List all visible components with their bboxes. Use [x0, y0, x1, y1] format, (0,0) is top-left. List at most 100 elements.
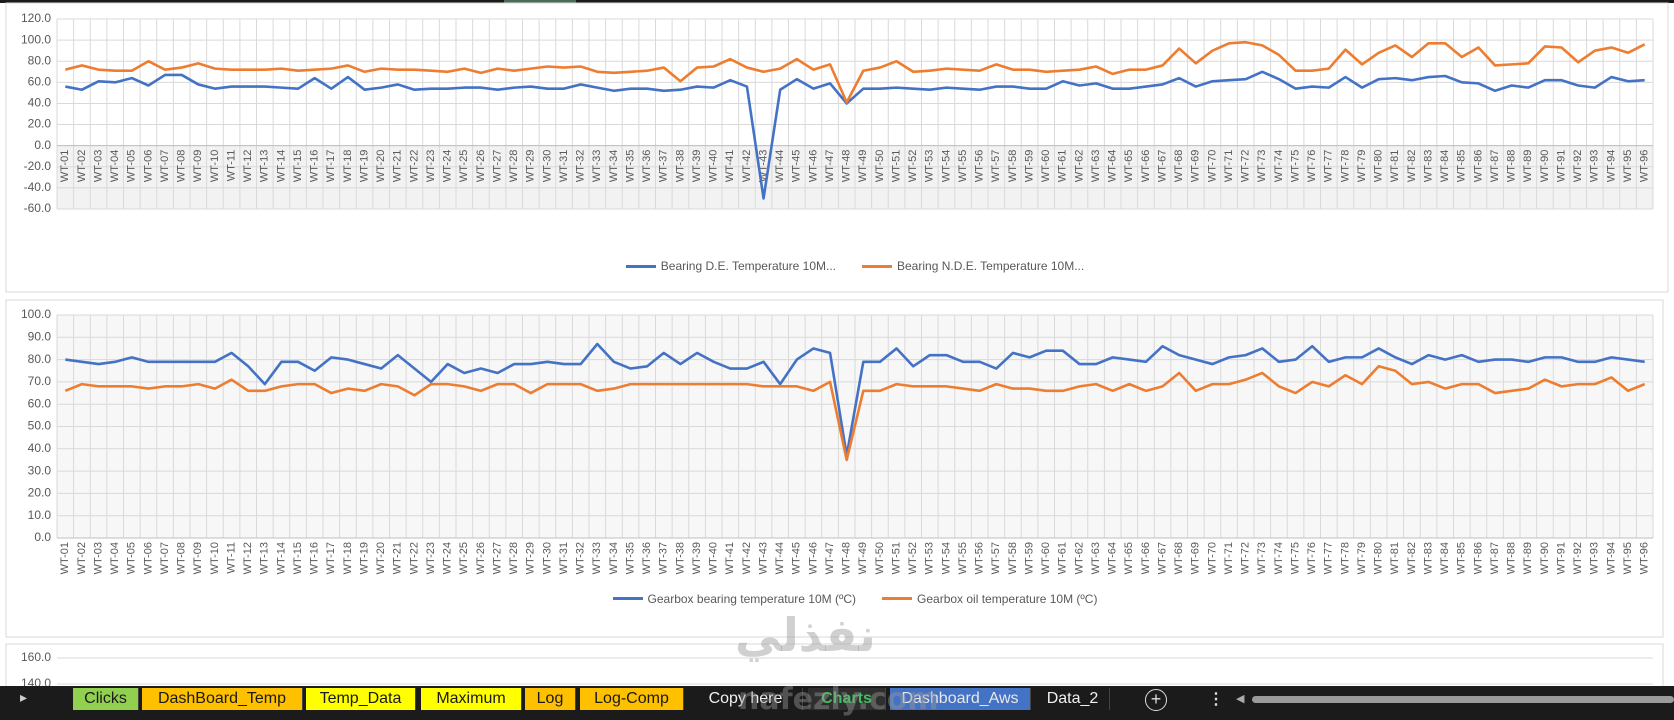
- x-tick-label: WT-05: [126, 150, 138, 182]
- x-tick-label: WT-39: [691, 150, 703, 182]
- x-tick-label: WT-21: [392, 542, 404, 574]
- horizontal-scrollbar[interactable]: [1252, 696, 1674, 703]
- x-tick-label: WT-86: [1472, 542, 1484, 574]
- sheet-tab[interactable]: Clicks: [73, 688, 139, 710]
- x-tick-label: WT-07: [159, 150, 171, 182]
- x-tick-label: WT-85: [1456, 150, 1468, 182]
- x-tick-label: WT-01: [59, 150, 71, 182]
- more-options[interactable]: ⋮: [1208, 691, 1224, 708]
- x-tick-label: WT-77: [1323, 150, 1335, 182]
- x-tick-label: WT-70: [1206, 150, 1218, 182]
- legend-swatch: [625, 265, 656, 268]
- sheet-tab[interactable]: Charts: [808, 688, 886, 710]
- y-tick-label: 40.0: [28, 96, 52, 110]
- x-tick-label: WT-30: [541, 542, 553, 574]
- x-tick-label: WT-45: [791, 542, 803, 574]
- x-tick-label: WT-40: [708, 542, 720, 574]
- x-tick-label: WT-24: [442, 150, 454, 182]
- y-tick-label: -60.0: [24, 201, 52, 215]
- x-tick-label: WT-28: [508, 150, 520, 182]
- scroll-left[interactable]: ◀: [1236, 693, 1245, 705]
- sheet-tab[interactable]: Copy here: [689, 688, 803, 710]
- x-tick-label: WT-44: [774, 542, 786, 574]
- x-tick-label: WT-25: [458, 542, 470, 574]
- x-tick-label: WT-02: [76, 542, 88, 574]
- x-tick-label: WT-72: [1240, 150, 1252, 182]
- x-tick-label: WT-47: [824, 542, 836, 574]
- x-tick-label: WT-92: [1572, 150, 1584, 182]
- sheet-tab[interactable]: Log-Comp: [580, 688, 684, 710]
- top-edge: [0, 0, 1674, 3]
- x-tick-label: WT-47: [824, 150, 836, 182]
- x-tick-label: WT-10: [209, 150, 221, 182]
- x-tick-label: WT-09: [192, 150, 204, 182]
- x-tick-label: WT-24: [442, 542, 454, 574]
- y-tick-label: -40.0: [24, 180, 52, 194]
- x-tick-label: WT-14: [275, 542, 287, 574]
- sheet-tab[interactable]: Dashboard_Aws: [890, 688, 1031, 710]
- sheet-tab[interactable]: Temp_Data: [306, 688, 416, 710]
- x-tick-label: WT-88: [1506, 150, 1518, 182]
- x-tick-label: WT-96: [1639, 542, 1651, 574]
- x-tick-label: WT-91: [1555, 150, 1567, 182]
- x-tick-label: WT-15: [292, 150, 304, 182]
- x-tick-label: WT-66: [1140, 542, 1152, 574]
- x-tick-label: WT-83: [1422, 150, 1434, 182]
- x-tick-label: WT-75: [1289, 150, 1301, 182]
- sheet-tab[interactable]: DashBoard_Temp: [142, 688, 303, 710]
- x-tick-label: WT-60: [1040, 542, 1052, 574]
- x-tick-label: WT-16: [309, 542, 321, 574]
- x-tick-label: WT-33: [591, 150, 603, 182]
- x-tick-label: WT-96: [1639, 150, 1651, 182]
- x-tick-label: WT-89: [1522, 150, 1534, 182]
- x-tick-label: WT-95: [1622, 542, 1634, 574]
- x-tick-label: WT-58: [1007, 150, 1019, 182]
- legend-swatch: [862, 265, 892, 268]
- scroll-tabs-button[interactable]: ▸: [20, 689, 28, 705]
- legend-item: Bearing N.D.E. Temperature 10M...: [862, 259, 1084, 273]
- sheet-tab[interactable]: Data_2: [1036, 688, 1110, 710]
- x-tick-label: WT-71: [1223, 150, 1235, 182]
- x-tick-label: WT-44: [774, 150, 786, 182]
- sheet-tab[interactable]: Log: [525, 688, 576, 710]
- sheet-tab[interactable]: Maximum: [421, 688, 522, 710]
- y-tick-label: 60.0: [28, 75, 52, 89]
- x-tick-label: WT-07: [159, 542, 171, 574]
- x-tick-label: WT-40: [708, 150, 720, 182]
- y-tick-label: 80.0: [28, 53, 52, 67]
- x-tick-label: WT-94: [1605, 542, 1617, 574]
- legend-item: Bearing D.E. Temperature 10M...: [625, 259, 836, 273]
- x-tick-label: WT-05: [126, 542, 138, 574]
- y-tick-label: 10.0: [28, 508, 52, 522]
- x-tick-label: WT-53: [924, 542, 936, 574]
- x-tick-label: WT-88: [1506, 542, 1518, 574]
- x-tick-label: WT-70: [1206, 542, 1218, 574]
- x-tick-label: WT-87: [1489, 542, 1501, 574]
- x-tick-label: WT-52: [907, 150, 919, 182]
- legend: Gearbox bearing temperature 10M (ºC) Gear…: [57, 591, 1653, 607]
- x-tick-label: WT-79: [1356, 150, 1368, 182]
- add-sheet-button[interactable]: +: [1145, 689, 1167, 711]
- x-tick-label: WT-17: [325, 150, 337, 182]
- x-tick-label: WT-36: [641, 542, 653, 574]
- x-tick-label: WT-26: [475, 150, 487, 182]
- x-tick-label: WT-08: [176, 542, 188, 574]
- x-tick-label: WT-90: [1539, 150, 1551, 182]
- x-tick-label: WT-86: [1472, 150, 1484, 182]
- x-tick-label: WT-28: [508, 542, 520, 574]
- x-tick-label: WT-11: [225, 150, 237, 182]
- x-tick-label: WT-69: [1190, 150, 1202, 182]
- x-tick-label: WT-61: [1057, 542, 1069, 574]
- x-tick-label: WT-76: [1306, 542, 1318, 574]
- x-tick-label: WT-04: [109, 542, 121, 574]
- x-tick-label: WT-66: [1140, 150, 1152, 182]
- x-tick-label: WT-19: [358, 542, 370, 574]
- y-tick-label: 0.0: [34, 138, 51, 152]
- series-line: [64, 364, 1646, 462]
- y-tick-label: 80.0: [28, 352, 52, 366]
- x-tick-label: WT-34: [608, 542, 620, 574]
- x-tick-label: WT-03: [92, 150, 104, 182]
- y-tick-label: 70.0: [28, 374, 52, 388]
- x-tick-label: WT-12: [242, 542, 254, 574]
